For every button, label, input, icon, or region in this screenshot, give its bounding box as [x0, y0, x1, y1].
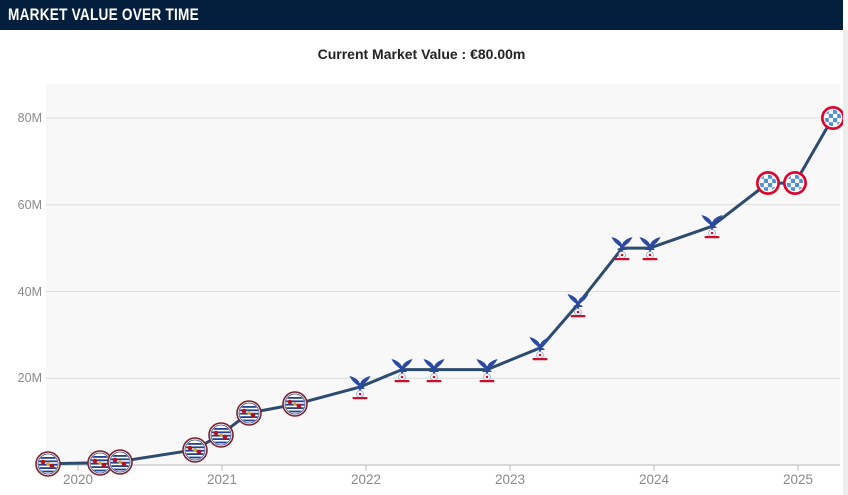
data-point-reading-fc[interactable]: [86, 450, 113, 476]
crystal-palace-eagle-icon: [639, 237, 661, 261]
bayern-munich-crest-icon: [820, 106, 845, 130]
crystal-palace-eagle-icon: [349, 375, 371, 400]
data-point-crystal-palace[interactable]: [565, 292, 591, 318]
crystal-palace-eagle-icon: [423, 358, 445, 382]
data-point-crystal-palace[interactable]: [474, 357, 500, 383]
data-point-crystal-palace[interactable]: [347, 374, 373, 400]
x-axis-label: 2022: [350, 472, 382, 487]
crystal-palace-eagle-icon: [391, 358, 413, 382]
crystal-palace-eagle-icon: [529, 336, 551, 361]
panel-header: MARKET VALUE OVER TIME: [0, 0, 843, 30]
data-point-reading-fc[interactable]: [34, 450, 61, 477]
y-axis-label: 80M: [17, 111, 42, 125]
x-axis-label: 2024: [638, 472, 670, 487]
x-axis-label: 2025: [782, 472, 814, 487]
data-point-reading-fc[interactable]: [106, 448, 133, 475]
data-point-reading-fc[interactable]: [181, 437, 208, 463]
data-point-crystal-palace[interactable]: [609, 235, 635, 261]
crystal-palace-eagle-icon: [476, 358, 498, 382]
data-point-crystal-palace[interactable]: [421, 357, 447, 383]
panel-title: MARKET VALUE OVER TIME: [8, 5, 199, 24]
crystal-palace-eagle-icon: [701, 215, 723, 239]
y-axis-label: 40M: [17, 284, 42, 299]
reading-fc-crest-icon: [236, 400, 263, 426]
crystal-palace-eagle-icon: [567, 293, 589, 317]
reading-fc-crest-icon: [86, 450, 113, 476]
data-point-reading-fc[interactable]: [282, 391, 309, 418]
reading-fc-crest-icon: [282, 391, 309, 418]
reading-fc-crest-icon: [181, 437, 208, 463]
plot-area: [46, 84, 840, 465]
data-point-crystal-palace[interactable]: [527, 335, 553, 361]
data-point-bayern-munich[interactable]: [782, 170, 808, 196]
bayern-munich-crest-icon: [755, 171, 780, 196]
y-axis-label: 60M: [17, 197, 42, 212]
data-point-reading-fc[interactable]: [207, 421, 234, 448]
y-axis-label: 20M: [17, 371, 42, 386]
reading-fc-crest-icon: [34, 450, 61, 477]
current-market-value: Current Market Value : €80.00m: [317, 46, 526, 62]
page-scrollbar-track[interactable]: [843, 30, 848, 495]
reading-fc-crest-icon: [207, 421, 234, 448]
data-point-reading-fc[interactable]: [236, 400, 263, 426]
x-axis-label: 2023: [494, 472, 526, 487]
data-point-crystal-palace[interactable]: [699, 213, 725, 239]
data-point-crystal-palace[interactable]: [389, 357, 415, 383]
bayern-munich-crest-icon: [783, 171, 808, 196]
x-axis-label: 2021: [206, 472, 238, 487]
data-point-bayern-munich[interactable]: [755, 170, 781, 196]
data-point-crystal-palace[interactable]: [637, 235, 663, 261]
x-axis-label: 2020: [62, 472, 94, 487]
reading-fc-crest-icon: [106, 448, 133, 475]
crystal-palace-eagle-icon: [611, 237, 633, 261]
data-point-bayern-munich[interactable]: [820, 105, 846, 131]
